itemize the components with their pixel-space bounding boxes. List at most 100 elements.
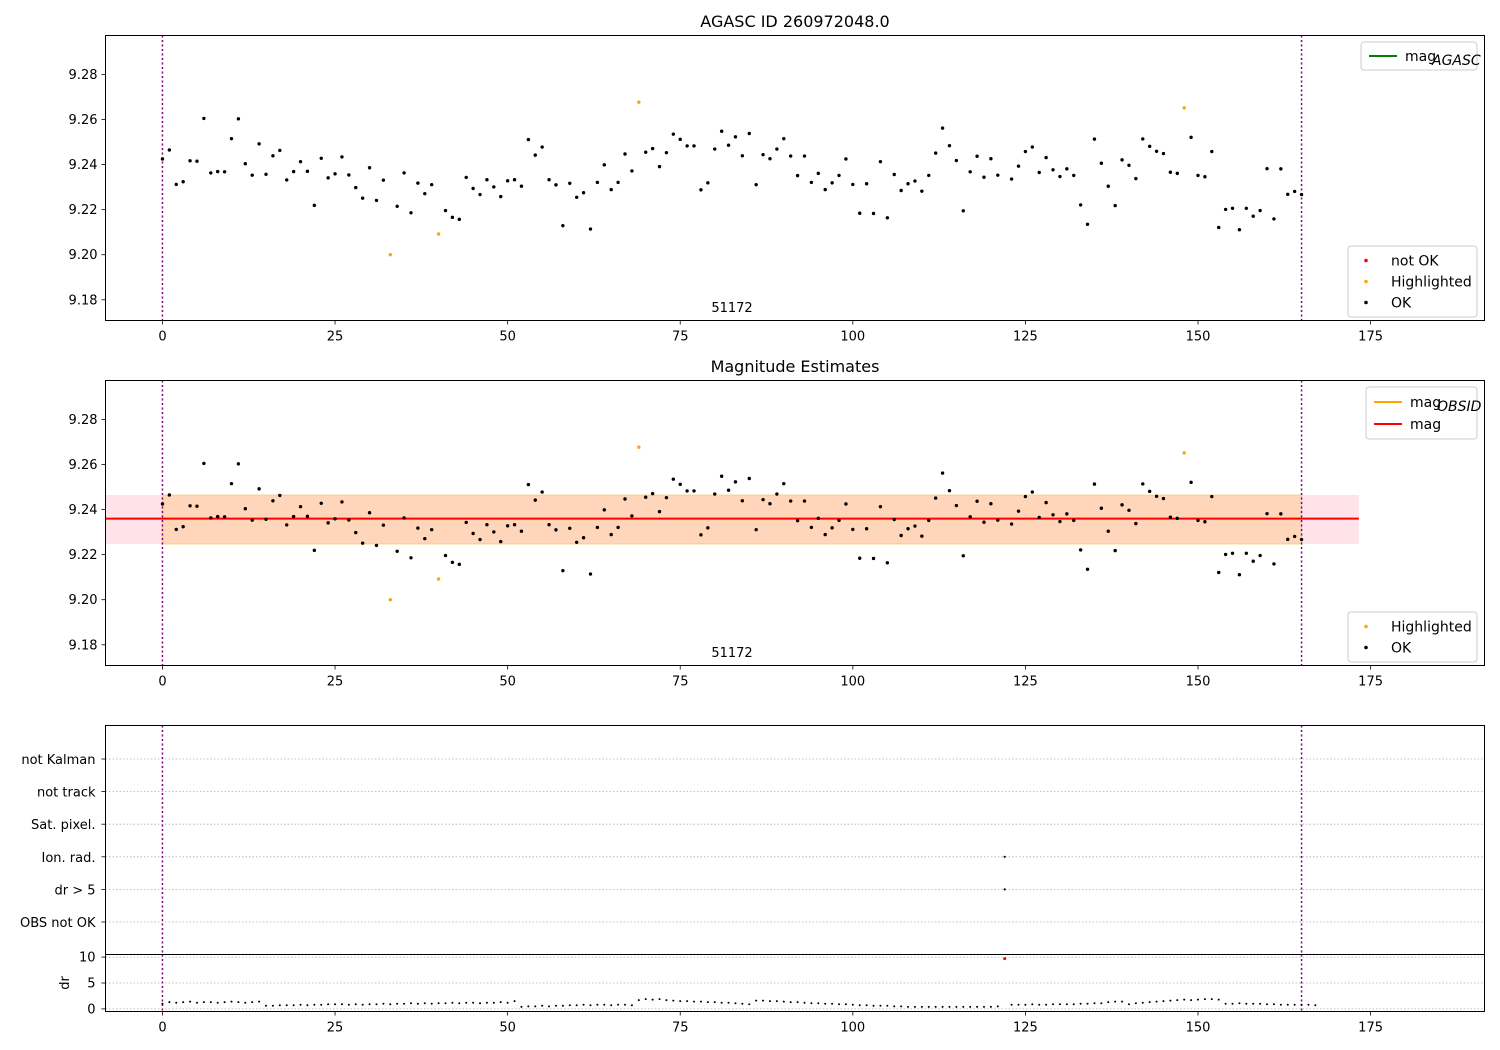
agasc-ok-point (968, 170, 972, 174)
dr-point (1052, 1003, 1055, 1006)
dr-point (623, 1003, 626, 1006)
agasc-ok-point (222, 170, 227, 174)
dr-point (789, 1001, 792, 1004)
magnitude-ok-point (913, 524, 917, 528)
dr-point (520, 1005, 523, 1008)
magnitude-ok-point (602, 508, 606, 512)
magnitude-x-tick-label: 125 (1013, 675, 1038, 690)
magnitude-ok-point (1244, 551, 1249, 556)
agasc-ok-point (830, 181, 834, 185)
dr-point (706, 1001, 709, 1004)
magnitude-ok-point (1127, 508, 1131, 512)
agasc-ok-point (236, 117, 241, 121)
agasc-ok-point (733, 135, 738, 139)
dr-point (1141, 1001, 1144, 1004)
agasc-ok-point (568, 181, 572, 185)
magnitude-ok-point (1196, 518, 1200, 523)
agasc-ok-point (858, 211, 862, 215)
agasc-ok-point (1251, 214, 1255, 218)
agasc-ok-point (1223, 207, 1228, 212)
magnitude-ok-point (443, 553, 448, 558)
agasc-ok-point (1092, 137, 1097, 141)
magnitude-ok-point (1292, 534, 1297, 539)
magnitude-ok-point (858, 556, 862, 560)
magnitude-ok-point (243, 506, 247, 511)
magnitude-y-tick-label: 9.22 (69, 548, 98, 563)
magnitude-ok-point (1120, 503, 1124, 507)
dr-point (299, 1003, 302, 1006)
dr-point (202, 1001, 205, 1004)
agasc-ok-point (851, 182, 855, 187)
magnitude-ok-point (174, 527, 178, 532)
agasc-ok-point (215, 169, 220, 174)
magnitude-ok-point (996, 518, 1000, 522)
agasc-ok-point (278, 148, 282, 153)
agasc-ok-point (657, 164, 662, 169)
dr-point (1266, 1003, 1269, 1006)
dr-point (775, 1000, 778, 1003)
magnitude-ok-point (726, 488, 731, 492)
magnitude-ok-point (402, 516, 406, 520)
dr-point (1279, 1003, 1282, 1006)
dr-point (1072, 1003, 1075, 1006)
magnitude-x-tick-label: 150 (1186, 675, 1211, 690)
dr-point (375, 1003, 378, 1006)
agasc-ok-point (291, 169, 296, 174)
agasc-ok-point (961, 209, 965, 213)
magnitude-ok-point (160, 502, 165, 506)
agasc-ok-point (844, 157, 848, 161)
dr-point (347, 1003, 350, 1006)
agasc-legend-box (1347, 245, 1478, 318)
agasc-ok-point (1217, 225, 1221, 230)
magnitude-x-tick-label: 175 (1358, 675, 1383, 690)
magnitude-ok-point (278, 493, 282, 498)
magnitude-ok-point (885, 561, 890, 565)
dr-point (327, 1003, 330, 1006)
dr-point (865, 1004, 868, 1007)
magnitude-ok-point (547, 522, 551, 527)
dr-x-tick-label: 100 (840, 1021, 865, 1036)
dr-point (396, 1002, 399, 1005)
magnitude-ok-point (754, 527, 758, 532)
agasc-ok-point (271, 154, 275, 158)
dr-point (354, 1003, 357, 1006)
agasc-ok-point (195, 159, 199, 163)
dr-point (285, 1004, 288, 1007)
magnitude-ok-point (975, 499, 979, 503)
magnitude-legend-box (1365, 386, 1478, 440)
agasc-ok-point (1113, 203, 1117, 208)
agasc-ok-point (512, 177, 517, 182)
magnitude-ok-point (1085, 567, 1090, 571)
agasc-ok-point (1120, 158, 1124, 162)
magnitude-ok-point (816, 516, 820, 521)
agasc-ok-point (1078, 203, 1083, 207)
agasc-legend-box (1360, 41, 1478, 71)
agasc-ok-point (416, 181, 420, 185)
agasc-ok-point (547, 177, 551, 182)
dr-point (189, 1000, 192, 1003)
dr-point (748, 1003, 751, 1006)
magnitude-ok-point (209, 516, 213, 520)
dr-point (416, 1002, 419, 1005)
magnitude-ok-point (740, 499, 745, 503)
agasc-legend-label: OK (1391, 296, 1412, 312)
dr-point (1217, 998, 1220, 1001)
dr-point (1127, 1003, 1130, 1006)
dr-point (851, 1003, 854, 1006)
agasc-ok-point (871, 211, 876, 216)
magnitude-ok-point (1058, 519, 1062, 524)
magnitude-ok-point (837, 518, 841, 523)
dr-point (782, 1000, 785, 1003)
dr-point (1245, 1002, 1248, 1005)
magnitude-ok-point (416, 526, 420, 530)
magnitude-ok-point (574, 540, 579, 544)
magnitude-ok-point (892, 517, 896, 522)
dr-point (1162, 1000, 1165, 1003)
agasc-ok-point (1244, 206, 1249, 211)
agasc-ok-point (450, 215, 455, 220)
magnitude-ok-point (485, 522, 489, 527)
magnitude-ok-point (1044, 500, 1048, 505)
magnitude-ok-point (285, 523, 289, 527)
flag-point (1003, 888, 1006, 891)
